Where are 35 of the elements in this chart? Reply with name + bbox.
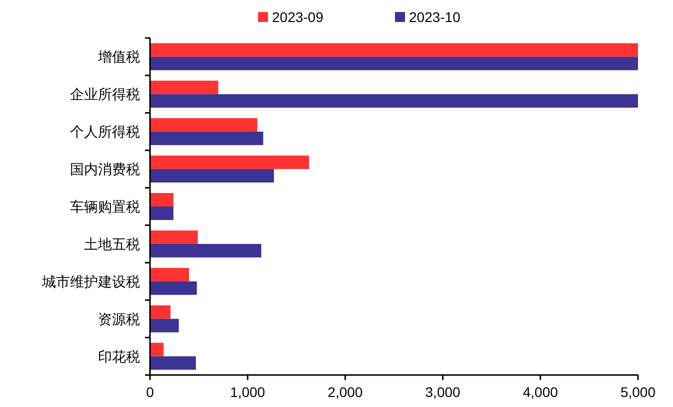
y-tick-label: 印花税 [98, 348, 140, 364]
bar [150, 206, 174, 220]
bar [150, 268, 190, 282]
x-tick-label: 3,000 [425, 384, 461, 400]
bar [150, 80, 218, 94]
y-tick-label: 车辆购置税 [70, 198, 140, 214]
bar [150, 94, 638, 108]
bar [150, 118, 258, 132]
bar [150, 193, 174, 206]
bar [150, 230, 198, 244]
y-tick-label: 城市维护建设税 [41, 273, 140, 290]
y-tick-label: 增值税 [97, 48, 140, 65]
bar [150, 281, 197, 295]
x-tick-label: 0 [146, 384, 154, 400]
bar [150, 305, 170, 319]
y-tick-label: 土地五税 [84, 236, 140, 252]
bar [150, 56, 638, 70]
bar [150, 356, 196, 370]
x-tick-label: 5,000 [620, 384, 656, 400]
x-tick-label: 1,000 [230, 384, 266, 400]
y-tick-label: 资源税 [98, 310, 140, 327]
y-tick-label: 国内消费税 [70, 161, 140, 178]
x-tick-label: 4,000 [522, 384, 558, 400]
bar [150, 156, 310, 170]
bar [150, 169, 274, 183]
bar [150, 244, 262, 258]
bar [150, 43, 638, 57]
legend-label: 2023-10 [409, 9, 461, 25]
x-tick-label: 2,000 [328, 384, 363, 400]
bar [150, 342, 164, 356]
y-tick-label: 个人所得税 [70, 124, 140, 140]
bar [150, 318, 179, 332]
bar [150, 132, 264, 146]
y-tick-label: 企业所得税 [70, 86, 140, 102]
legend-label: 2023-09 [272, 9, 324, 25]
